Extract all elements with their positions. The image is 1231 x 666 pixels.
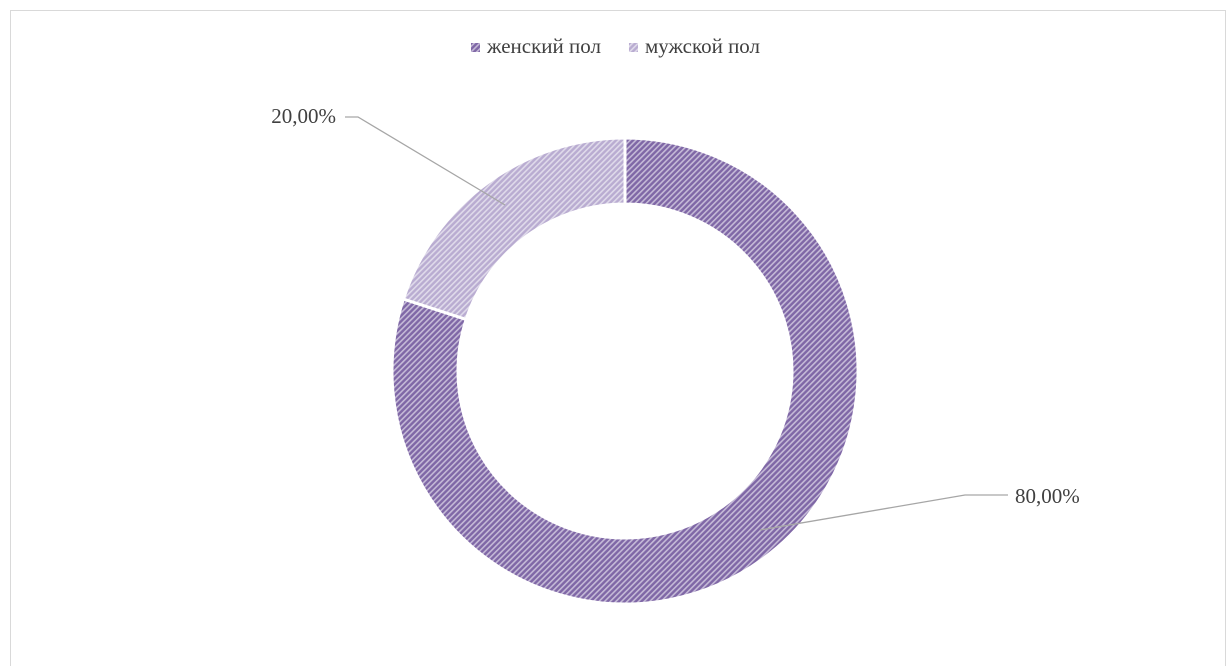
donut-segment	[390, 136, 860, 606]
leader-line	[759, 494, 1008, 531]
leader-line	[345, 116, 506, 206]
chart-frame	[10, 10, 1226, 666]
legend-marker	[470, 43, 480, 52]
legend-label: женский пол	[486, 34, 601, 58]
donut-segment	[401, 136, 627, 322]
legend-label: мужской пол	[645, 34, 760, 58]
data-label: 20,00%	[271, 104, 336, 128]
data-label: 80,00%	[1015, 484, 1080, 508]
legend: женский пол мужской пол	[470, 34, 760, 58]
legend-marker	[628, 43, 638, 52]
